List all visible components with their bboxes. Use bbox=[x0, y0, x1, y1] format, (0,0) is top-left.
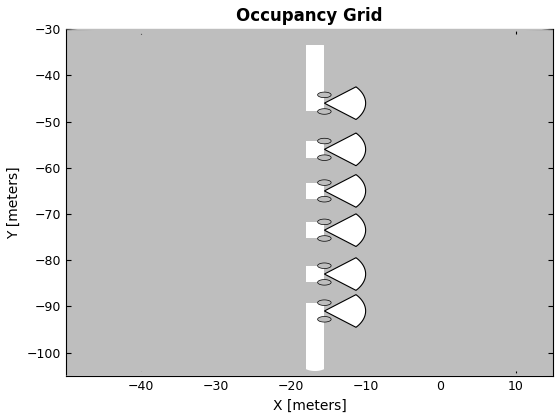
Bar bbox=[302, 199, 328, 222]
Polygon shape bbox=[318, 300, 331, 305]
Polygon shape bbox=[66, 6, 553, 45]
Polygon shape bbox=[324, 214, 366, 247]
Bar bbox=[302, 239, 328, 266]
Y-axis label: Y [meters]: Y [meters] bbox=[7, 166, 21, 239]
Polygon shape bbox=[318, 236, 331, 241]
Polygon shape bbox=[324, 295, 366, 327]
Polygon shape bbox=[318, 138, 331, 144]
Bar bbox=[302, 282, 328, 303]
Polygon shape bbox=[318, 317, 331, 322]
Polygon shape bbox=[318, 109, 331, 114]
Title: Occupancy Grid: Occupancy Grid bbox=[236, 7, 382, 25]
Polygon shape bbox=[324, 133, 366, 165]
Polygon shape bbox=[318, 280, 331, 285]
Bar bbox=[302, 158, 328, 183]
Polygon shape bbox=[324, 87, 366, 120]
Polygon shape bbox=[318, 180, 331, 185]
Polygon shape bbox=[318, 219, 331, 225]
Polygon shape bbox=[318, 197, 331, 202]
Polygon shape bbox=[66, 362, 553, 399]
Polygon shape bbox=[324, 175, 366, 207]
X-axis label: X [meters]: X [meters] bbox=[273, 399, 346, 413]
Polygon shape bbox=[318, 263, 331, 268]
Bar bbox=[306, 29, 324, 375]
Bar bbox=[302, 111, 328, 141]
Polygon shape bbox=[318, 92, 331, 97]
Polygon shape bbox=[318, 155, 331, 160]
Polygon shape bbox=[324, 258, 366, 290]
